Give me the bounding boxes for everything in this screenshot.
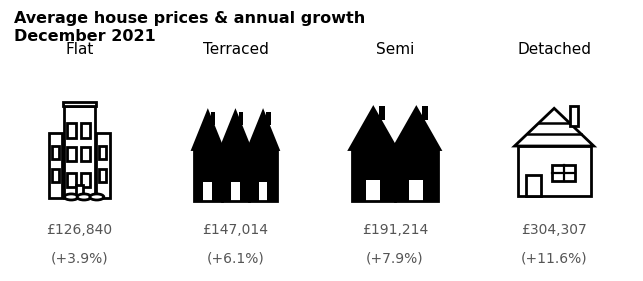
Bar	[518, 146, 591, 196]
Text: Terraced: Terraced	[203, 42, 268, 57]
Polygon shape	[350, 108, 397, 149]
Bar	[99, 169, 107, 182]
Bar	[194, 149, 222, 201]
Text: Detached: Detached	[517, 42, 591, 57]
Bar	[99, 146, 107, 159]
Ellipse shape	[77, 194, 91, 200]
Bar	[410, 180, 423, 201]
Bar	[49, 133, 62, 198]
Bar	[258, 182, 267, 201]
Bar	[422, 106, 428, 119]
Polygon shape	[393, 108, 440, 149]
Polygon shape	[248, 112, 278, 149]
Text: (+6.1%): (+6.1%)	[206, 252, 264, 266]
Text: £304,307: £304,307	[521, 223, 587, 237]
Bar	[64, 106, 95, 198]
Bar	[352, 149, 438, 201]
Bar	[68, 173, 76, 187]
Text: £126,840: £126,840	[46, 223, 113, 237]
Bar	[52, 146, 59, 159]
Bar	[352, 149, 395, 201]
Bar	[552, 165, 575, 181]
Polygon shape	[193, 112, 223, 149]
Bar	[82, 173, 90, 187]
Text: Flat: Flat	[65, 42, 93, 57]
Text: Semi: Semi	[376, 42, 414, 57]
Bar	[570, 106, 577, 126]
Polygon shape	[221, 112, 251, 149]
Polygon shape	[514, 108, 593, 146]
Bar	[68, 123, 76, 138]
Ellipse shape	[64, 194, 78, 200]
Bar	[76, 185, 83, 198]
Bar	[96, 133, 109, 198]
Bar	[367, 180, 380, 201]
Bar	[194, 149, 277, 201]
Bar	[249, 149, 277, 201]
Bar	[222, 149, 249, 201]
Bar	[82, 147, 90, 162]
Bar	[52, 169, 59, 182]
Bar	[527, 175, 541, 196]
Bar	[266, 112, 271, 125]
Text: (+11.6%): (+11.6%)	[521, 252, 588, 266]
Text: (+3.9%): (+3.9%)	[50, 252, 108, 266]
Text: Average house prices & annual growth
December 2021: Average house prices & annual growth Dec…	[14, 11, 365, 44]
Ellipse shape	[90, 194, 104, 200]
Bar	[63, 102, 96, 106]
Text: £191,214: £191,214	[361, 223, 428, 237]
Bar	[239, 112, 243, 125]
Bar	[203, 182, 212, 201]
Bar	[379, 106, 385, 119]
Bar	[395, 149, 438, 201]
Bar	[231, 182, 240, 201]
Bar	[82, 123, 90, 138]
Bar	[68, 147, 76, 162]
Text: (+7.9%): (+7.9%)	[366, 252, 424, 266]
Bar	[211, 112, 215, 125]
Text: £147,014: £147,014	[203, 223, 268, 237]
